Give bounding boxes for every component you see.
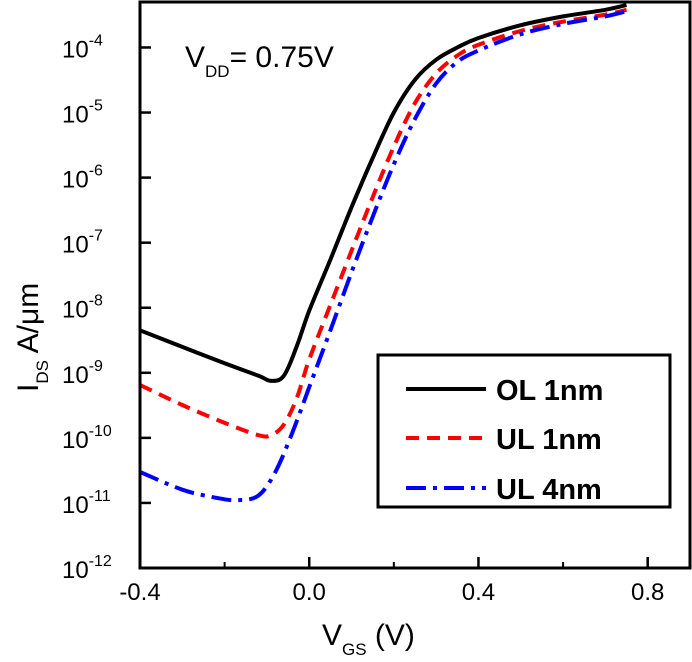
series-line-ol-1nm (139, 3, 627, 383)
vdd-annotation: VDD= 0.75V (185, 41, 334, 81)
y-tick-label: 10-6 (62, 163, 103, 194)
y-tick-label: 10-10 (62, 423, 112, 454)
axis-ticks: -0.4 0.0 0.4 0.8 10-12 10-11 10-10 10-9 10-8 10-7… (62, 32, 664, 606)
y-axis-label: IDS A/μm (12, 283, 52, 392)
y-tick-label: 10-4 (62, 32, 103, 63)
y-tick-label: 10-9 (62, 358, 103, 389)
legend-label-ul-1nm: UL 1nm (496, 424, 602, 456)
x-axis-label: VGS (V) (322, 619, 415, 659)
x-tick-label: 0.8 (631, 579, 664, 606)
y-tick-label: 10-7 (62, 228, 103, 259)
legend-label-ol-1nm: OL 1nm (496, 375, 603, 407)
x-tick-label: 0.0 (293, 579, 326, 606)
legend-label-ul-4nm: UL 4nm (496, 474, 602, 506)
x-tick-label: -0.4 (119, 579, 160, 606)
series-lines (139, 3, 627, 503)
legend-box (376, 353, 672, 509)
series-line-ul-1nm (139, 7, 627, 439)
legend: OL 1nm UL 1nm UL 4nm (376, 353, 672, 509)
x-tick-label: 0.4 (462, 579, 495, 606)
y-tick-label: 10-11 (62, 488, 111, 519)
y-tick-label: 10-12 (62, 553, 112, 584)
series-line-ul-4nm (139, 9, 627, 503)
plot-frame (138, 0, 692, 570)
y-tick-label: 10-8 (62, 293, 103, 324)
y-tick-label: 10-5 (62, 98, 103, 129)
